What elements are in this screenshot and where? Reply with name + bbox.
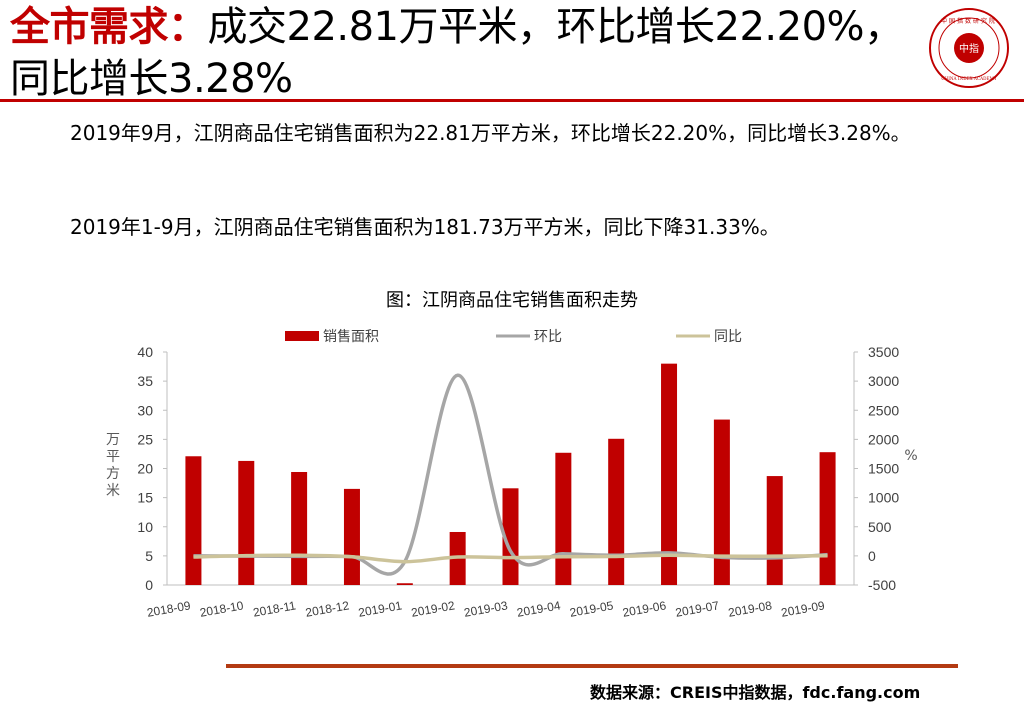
- y-tick-label: 5: [145, 548, 153, 564]
- bar-sales-area: [661, 363, 678, 585]
- bar-sales-area: [766, 476, 783, 585]
- chart-title: 图：江阴商品住宅销售面积走势: [386, 290, 638, 311]
- y2-tick-label: 3000: [868, 373, 899, 389]
- x-tick-label: 2018-11: [252, 598, 297, 619]
- bar-sales-area: [291, 471, 308, 585]
- y2-tick-label: 2500: [868, 402, 899, 418]
- x-tick-label: 2019-02: [410, 598, 456, 619]
- x-tick-label: 2019-08: [727, 598, 773, 619]
- y2-tick-label: 2000: [868, 431, 899, 447]
- summary-paragraph-2: 2019年1-9月，江阴商品住宅销售面积为181.73万平方米，同比下降31.3…: [70, 215, 780, 239]
- legend-label: 同比: [714, 329, 742, 345]
- x-tick-label: 2019-03: [463, 598, 509, 619]
- y2-tick-label: 1000: [868, 490, 899, 506]
- x-tick-label: 2018-10: [199, 598, 245, 619]
- y-tick-label: 40: [137, 344, 153, 360]
- y2-tick-label: 1500: [868, 461, 899, 477]
- y-tick-label: 35: [137, 373, 153, 389]
- bar-sales-area: [343, 488, 360, 585]
- y2-tick-label: 0: [868, 548, 876, 564]
- y-tick-label: 15: [137, 490, 153, 506]
- x-tick-label: 2019-04: [516, 598, 562, 619]
- logo-center-text: 中指: [959, 42, 979, 55]
- footer-divider: [226, 664, 958, 668]
- bar-sales-area: [555, 452, 572, 585]
- bar-sales-area: [238, 460, 255, 585]
- logo-english-text: CHINA INDEX ACADEMY: [941, 76, 997, 81]
- x-tick-label: 2019-06: [621, 598, 667, 619]
- bar-sales-area: [185, 456, 202, 585]
- y-axis-label-char: 方: [106, 466, 120, 482]
- y-tick-label: 10: [137, 519, 153, 535]
- y-tick-label: 0: [145, 577, 153, 593]
- x-tick-label: 2019-05: [569, 598, 615, 619]
- bar-sales-area: [396, 583, 413, 585]
- y-tick-label: 30: [137, 402, 153, 418]
- legend-swatch-sales-area: [285, 331, 319, 341]
- title-divider: [0, 99, 1024, 102]
- legend-label: 环比: [534, 329, 562, 345]
- logo-ring-text: 中国指数研究院: [941, 17, 997, 25]
- bar-sales-area: [713, 419, 730, 585]
- bar-sales-area: [819, 452, 836, 585]
- title-highlight: 全市需求：: [10, 4, 208, 50]
- x-tick-label: 2019-01: [357, 598, 403, 619]
- line-yoy-series: [193, 553, 828, 564]
- bar-sales-area: [608, 438, 625, 585]
- y-axis-label-char: 万: [106, 432, 120, 448]
- y-tick-label: 25: [137, 431, 153, 447]
- page-title-line1: 全市需求：成交22.81万平米，环比增长22.20%，: [10, 4, 904, 50]
- x-tick-label: 2019-09: [780, 598, 826, 619]
- bar-sales-area: [502, 488, 519, 585]
- y-tick-label: 20: [137, 461, 153, 477]
- summary-paragraph-1: 2019年9月，江阴商品住宅销售面积为22.81万平方米，环比增长22.20%，…: [70, 121, 911, 145]
- page-title-line2: 同比增长3.28%: [10, 56, 293, 102]
- y-axis-label-char: 平: [106, 449, 120, 465]
- china-index-academy-logo: 中指 中国指数研究院 CHINA INDEX ACADEMY: [929, 8, 1009, 88]
- y2-tick-label: -500: [868, 577, 896, 593]
- x-tick-label: 2018-12: [304, 598, 350, 619]
- x-tick-label: 2019-07: [674, 598, 720, 619]
- x-tick-label: 2018-09: [146, 598, 192, 619]
- y2-tick-label: 3500: [868, 344, 899, 360]
- legend-label: 销售面积: [323, 329, 379, 345]
- title-line1-text: 成交22.81万平米，环比增长22.20%，: [207, 4, 905, 50]
- y-axis-label-char: 米: [106, 483, 120, 499]
- data-source: 数据来源：CREIS中指数据，fdc.fang.com: [590, 683, 921, 702]
- y2-axis-label: %: [904, 448, 917, 464]
- y2-tick-label: 500: [868, 519, 892, 535]
